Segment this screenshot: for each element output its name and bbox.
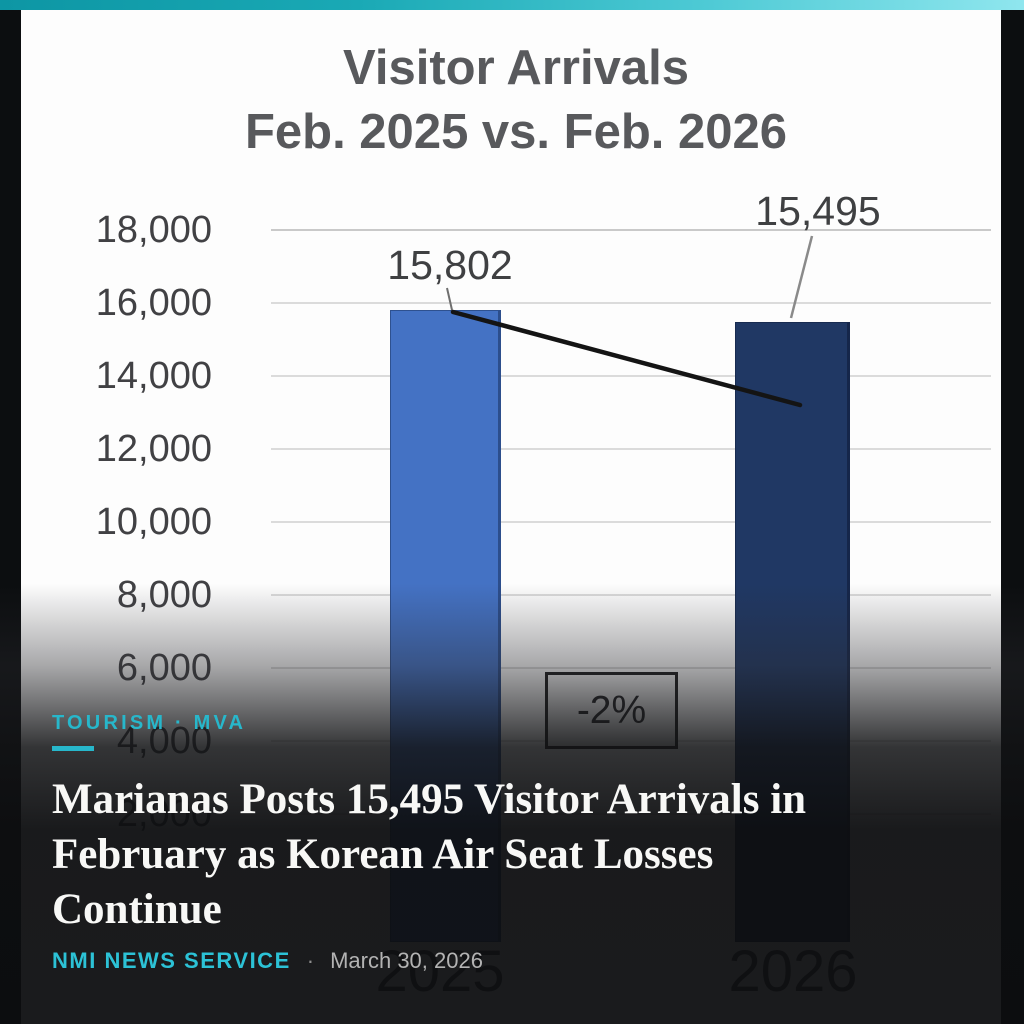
site-accent-bar [0, 0, 1024, 10]
headline-line: February as Korean Air Seat Losses [52, 831, 714, 878]
article-headline[interactable]: Marianas Posts 15,495 Visitor Arrivals i… [52, 772, 932, 937]
byline-author-link[interactable]: NMI NEWS SERVICE [52, 948, 291, 973]
category-link[interactable]: TOURISM · MVA [52, 712, 247, 734]
byline-separator: · [306, 948, 315, 973]
byline-row: NMI NEWS SERVICE · March 30, 2026 [52, 948, 483, 974]
headline-line: Continue [52, 886, 222, 933]
category-accent-dash [52, 746, 94, 751]
headline-line: Marianas Posts 15,495 Visitor Arrivals i… [52, 776, 807, 823]
article-date: March 30, 2026 [330, 948, 483, 973]
